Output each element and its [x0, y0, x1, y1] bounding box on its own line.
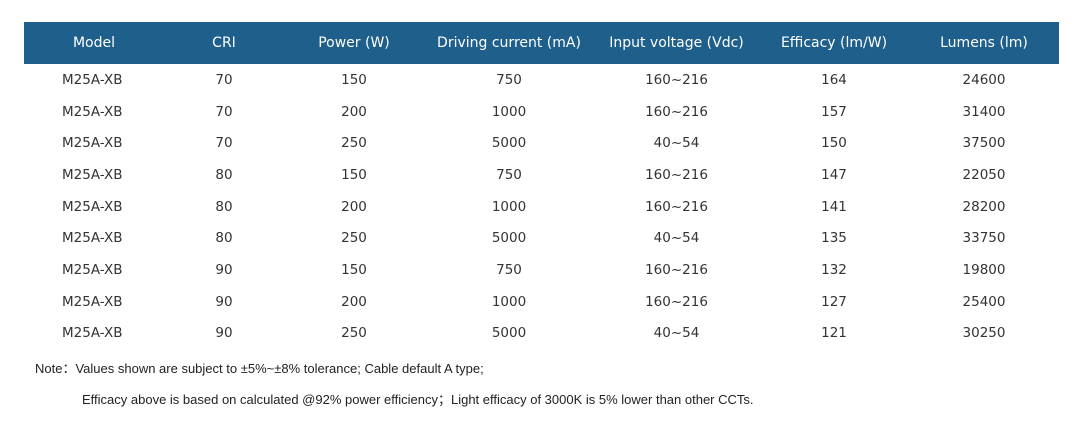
cell-model: M25A-XB — [62, 261, 123, 278]
cell-efficacy: 121 — [821, 325, 847, 342]
cell-power: 250 — [341, 325, 367, 342]
cell-lumens: 37500 — [962, 135, 1006, 152]
table-row: M25A-XB 80 150 750 160~216 147 22050 — [24, 159, 1059, 191]
cell-lumens: 31400 — [962, 103, 1006, 120]
cell-power: 250 — [341, 230, 367, 247]
cell-model: M25A-XB — [62, 198, 123, 215]
cell-power: 250 — [341, 135, 367, 152]
header-efficacy: Efficacy (lm/W) — [780, 35, 888, 51]
cell-input-voltage: 160~216 — [645, 166, 708, 183]
header-driving-current: Driving current (mA) — [437, 35, 581, 51]
cell-lumens: 25400 — [962, 293, 1006, 310]
cell-driving-current: 750 — [496, 71, 522, 88]
table-row: M25A-XB 90 200 1000 160~216 127 25400 — [24, 286, 1059, 318]
cell-model: M25A-XB — [62, 325, 123, 342]
cell-input-voltage: 160~216 — [645, 103, 708, 120]
cell-power: 200 — [341, 293, 367, 310]
cell-efficacy: 141 — [821, 198, 847, 215]
table-row: M25A-XB 90 150 750 160~216 132 19800 — [24, 254, 1059, 286]
cell-input-voltage: 40~54 — [653, 135, 700, 152]
cell-power: 150 — [341, 261, 367, 278]
header-model: Model — [72, 35, 116, 51]
table-row: M25A-XB 90 250 5000 40~54 121 30250 — [24, 318, 1059, 350]
cell-model: M25A-XB — [62, 230, 123, 247]
cell-power: 150 — [341, 71, 367, 88]
cell-driving-current: 5000 — [491, 230, 527, 247]
cell-efficacy: 147 — [821, 166, 847, 183]
cell-input-voltage: 40~54 — [653, 230, 700, 247]
cell-input-voltage: 160~216 — [645, 261, 708, 278]
table-body: M25A-XB 70 150 750 160~216 164 24600 M25… — [24, 64, 1059, 349]
cell-cri: 70 — [215, 135, 233, 152]
cell-input-voltage: 160~216 — [645, 198, 708, 215]
cell-efficacy: 157 — [821, 103, 847, 120]
cell-lumens: 24600 — [962, 71, 1006, 88]
cell-driving-current: 1000 — [491, 198, 527, 215]
cell-cri: 70 — [215, 71, 233, 88]
cell-input-voltage: 160~216 — [645, 293, 708, 310]
cell-cri: 80 — [215, 166, 233, 183]
cell-model: M25A-XB — [62, 166, 123, 183]
cell-input-voltage: 160~216 — [645, 71, 708, 88]
note-tolerance: Note：Values shown are subject to ±5%~±8%… — [35, 361, 484, 376]
cell-driving-current: 1000 — [491, 293, 527, 310]
cell-cri: 70 — [215, 103, 233, 120]
cell-efficacy: 127 — [821, 293, 847, 310]
notes: Note：Values shown are subject to ±5%~±8%… — [35, 358, 484, 377]
cell-driving-current: 750 — [496, 166, 522, 183]
header-power: Power (W) — [318, 35, 390, 51]
cell-cri: 80 — [215, 230, 233, 247]
cell-lumens: 19800 — [962, 261, 1006, 278]
cell-input-voltage: 40~54 — [653, 325, 700, 342]
cell-model: M25A-XB — [62, 103, 123, 120]
cell-efficacy: 164 — [821, 71, 847, 88]
spec-table: Model CRI Power (W) Driving current (mA)… — [24, 22, 1059, 349]
cell-cri: 80 — [215, 198, 233, 215]
cell-model: M25A-XB — [62, 135, 123, 152]
header-lumens: Lumens (lm) — [940, 35, 1028, 51]
table-row: M25A-XB 70 200 1000 160~216 157 31400 — [24, 96, 1059, 128]
cell-cri: 90 — [215, 261, 233, 278]
cell-model: M25A-XB — [62, 71, 123, 88]
table-row: M25A-XB 80 200 1000 160~216 141 28200 — [24, 191, 1059, 223]
note-efficacy: Efficacy above is based on calculated @9… — [82, 392, 754, 407]
cell-cri: 90 — [215, 293, 233, 310]
cell-model: M25A-XB — [62, 293, 123, 310]
header-cri: CRI — [212, 35, 236, 51]
table-row: M25A-XB 70 150 750 160~216 164 24600 — [24, 64, 1059, 96]
cell-power: 200 — [341, 103, 367, 120]
cell-cri: 90 — [215, 325, 233, 342]
cell-driving-current: 750 — [496, 261, 522, 278]
cell-lumens: 22050 — [962, 166, 1006, 183]
cell-power: 200 — [341, 198, 367, 215]
table-header: Model CRI Power (W) Driving current (mA)… — [24, 22, 1059, 64]
cell-lumens: 28200 — [962, 198, 1006, 215]
cell-efficacy: 132 — [821, 261, 847, 278]
header-input-voltage: Input voltage (Vdc) — [609, 35, 744, 51]
cell-driving-current: 1000 — [491, 103, 527, 120]
cell-efficacy: 150 — [821, 135, 847, 152]
table-row: M25A-XB 70 250 5000 40~54 150 37500 — [24, 127, 1059, 159]
cell-lumens: 30250 — [962, 325, 1006, 342]
cell-driving-current: 5000 — [491, 325, 527, 342]
cell-driving-current: 5000 — [491, 135, 527, 152]
header-row: Model CRI Power (W) Driving current (mA)… — [24, 22, 1059, 64]
cell-efficacy: 135 — [821, 230, 847, 247]
cell-lumens: 33750 — [962, 230, 1006, 247]
cell-power: 150 — [341, 166, 367, 183]
table-row: M25A-XB 80 250 5000 40~54 135 33750 — [24, 222, 1059, 254]
